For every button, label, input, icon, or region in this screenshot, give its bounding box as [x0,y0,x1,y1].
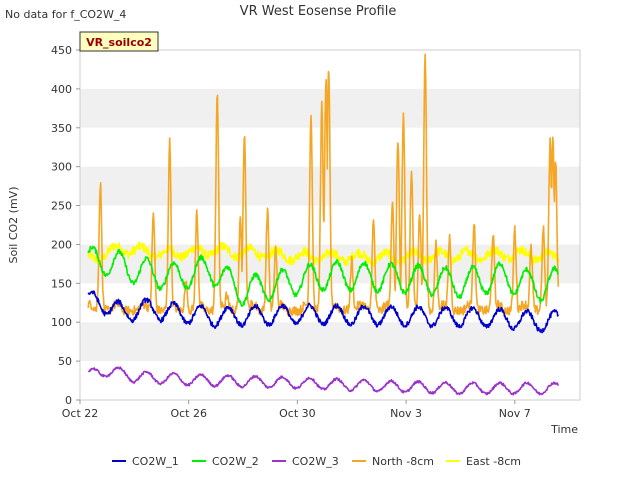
legend-item: CO2W_2 [192,455,259,468]
y-axis: 0 50 100 150 200 250 300 350 400 450 [51,44,80,407]
x-tick-label: Nov 7 [499,407,531,420]
y-tick-label: 400 [51,83,72,96]
corner-note: No data for f_CO2W_4 [5,8,126,21]
badge-label: VR_soilco2 [86,36,152,49]
series-lines [87,53,560,396]
x-tick-label: Oct 22 [62,407,99,420]
y-tick-label: 300 [51,161,72,174]
legend-item: CO2W_3 [272,455,339,468]
y-tick-label: 250 [51,200,72,213]
x-tick-label: Oct 30 [279,407,316,420]
x-tick-label: Oct 26 [170,407,207,420]
badge-box [79,31,159,52]
plot-frame [79,49,581,401]
legend: CO2W_1 CO2W_2 CO2W_3 North -8cm East -8cm [112,455,521,468]
y-tick-label: 100 [51,316,72,329]
legend-label: CO2W_1 [132,455,179,468]
y-tick-label: 450 [51,44,72,57]
y-tick-label: 0 [65,394,72,407]
legend-item: CO2W_1 [112,455,179,468]
x-axis: Oct 22 Oct 26 Oct 30 Nov 3 Nov 7 [62,400,531,420]
series-line-co2w-3 [87,366,560,396]
x-tick-label: Nov 3 [390,407,422,420]
legend-label: CO2W_2 [212,455,259,468]
legend-label: North -8cm [372,455,434,468]
grid-band [80,322,580,362]
y-tick-label: 150 [51,277,72,290]
y-axis-label: Soil CO2 (mV) [7,187,20,264]
legend-label: CO2W_3 [292,455,339,468]
badge: VR_soilco2 [79,31,159,52]
legend-item: North -8cm [352,455,434,468]
series-line-north-8cm [87,53,560,316]
chart-title: VR West Eosense Profile [240,4,397,19]
legend-label: East -8cm [466,455,521,468]
y-tick-label: 200 [51,238,72,251]
y-tick-label: 350 [51,122,72,135]
series-line-co2w-1 [87,290,560,334]
series-line-east-8cm [87,241,560,268]
y-tick-label: 50 [58,355,72,368]
series-line-co2w-2 [87,245,559,307]
legend-item: East -8cm [446,455,521,468]
x-axis-label: Time [550,423,578,436]
